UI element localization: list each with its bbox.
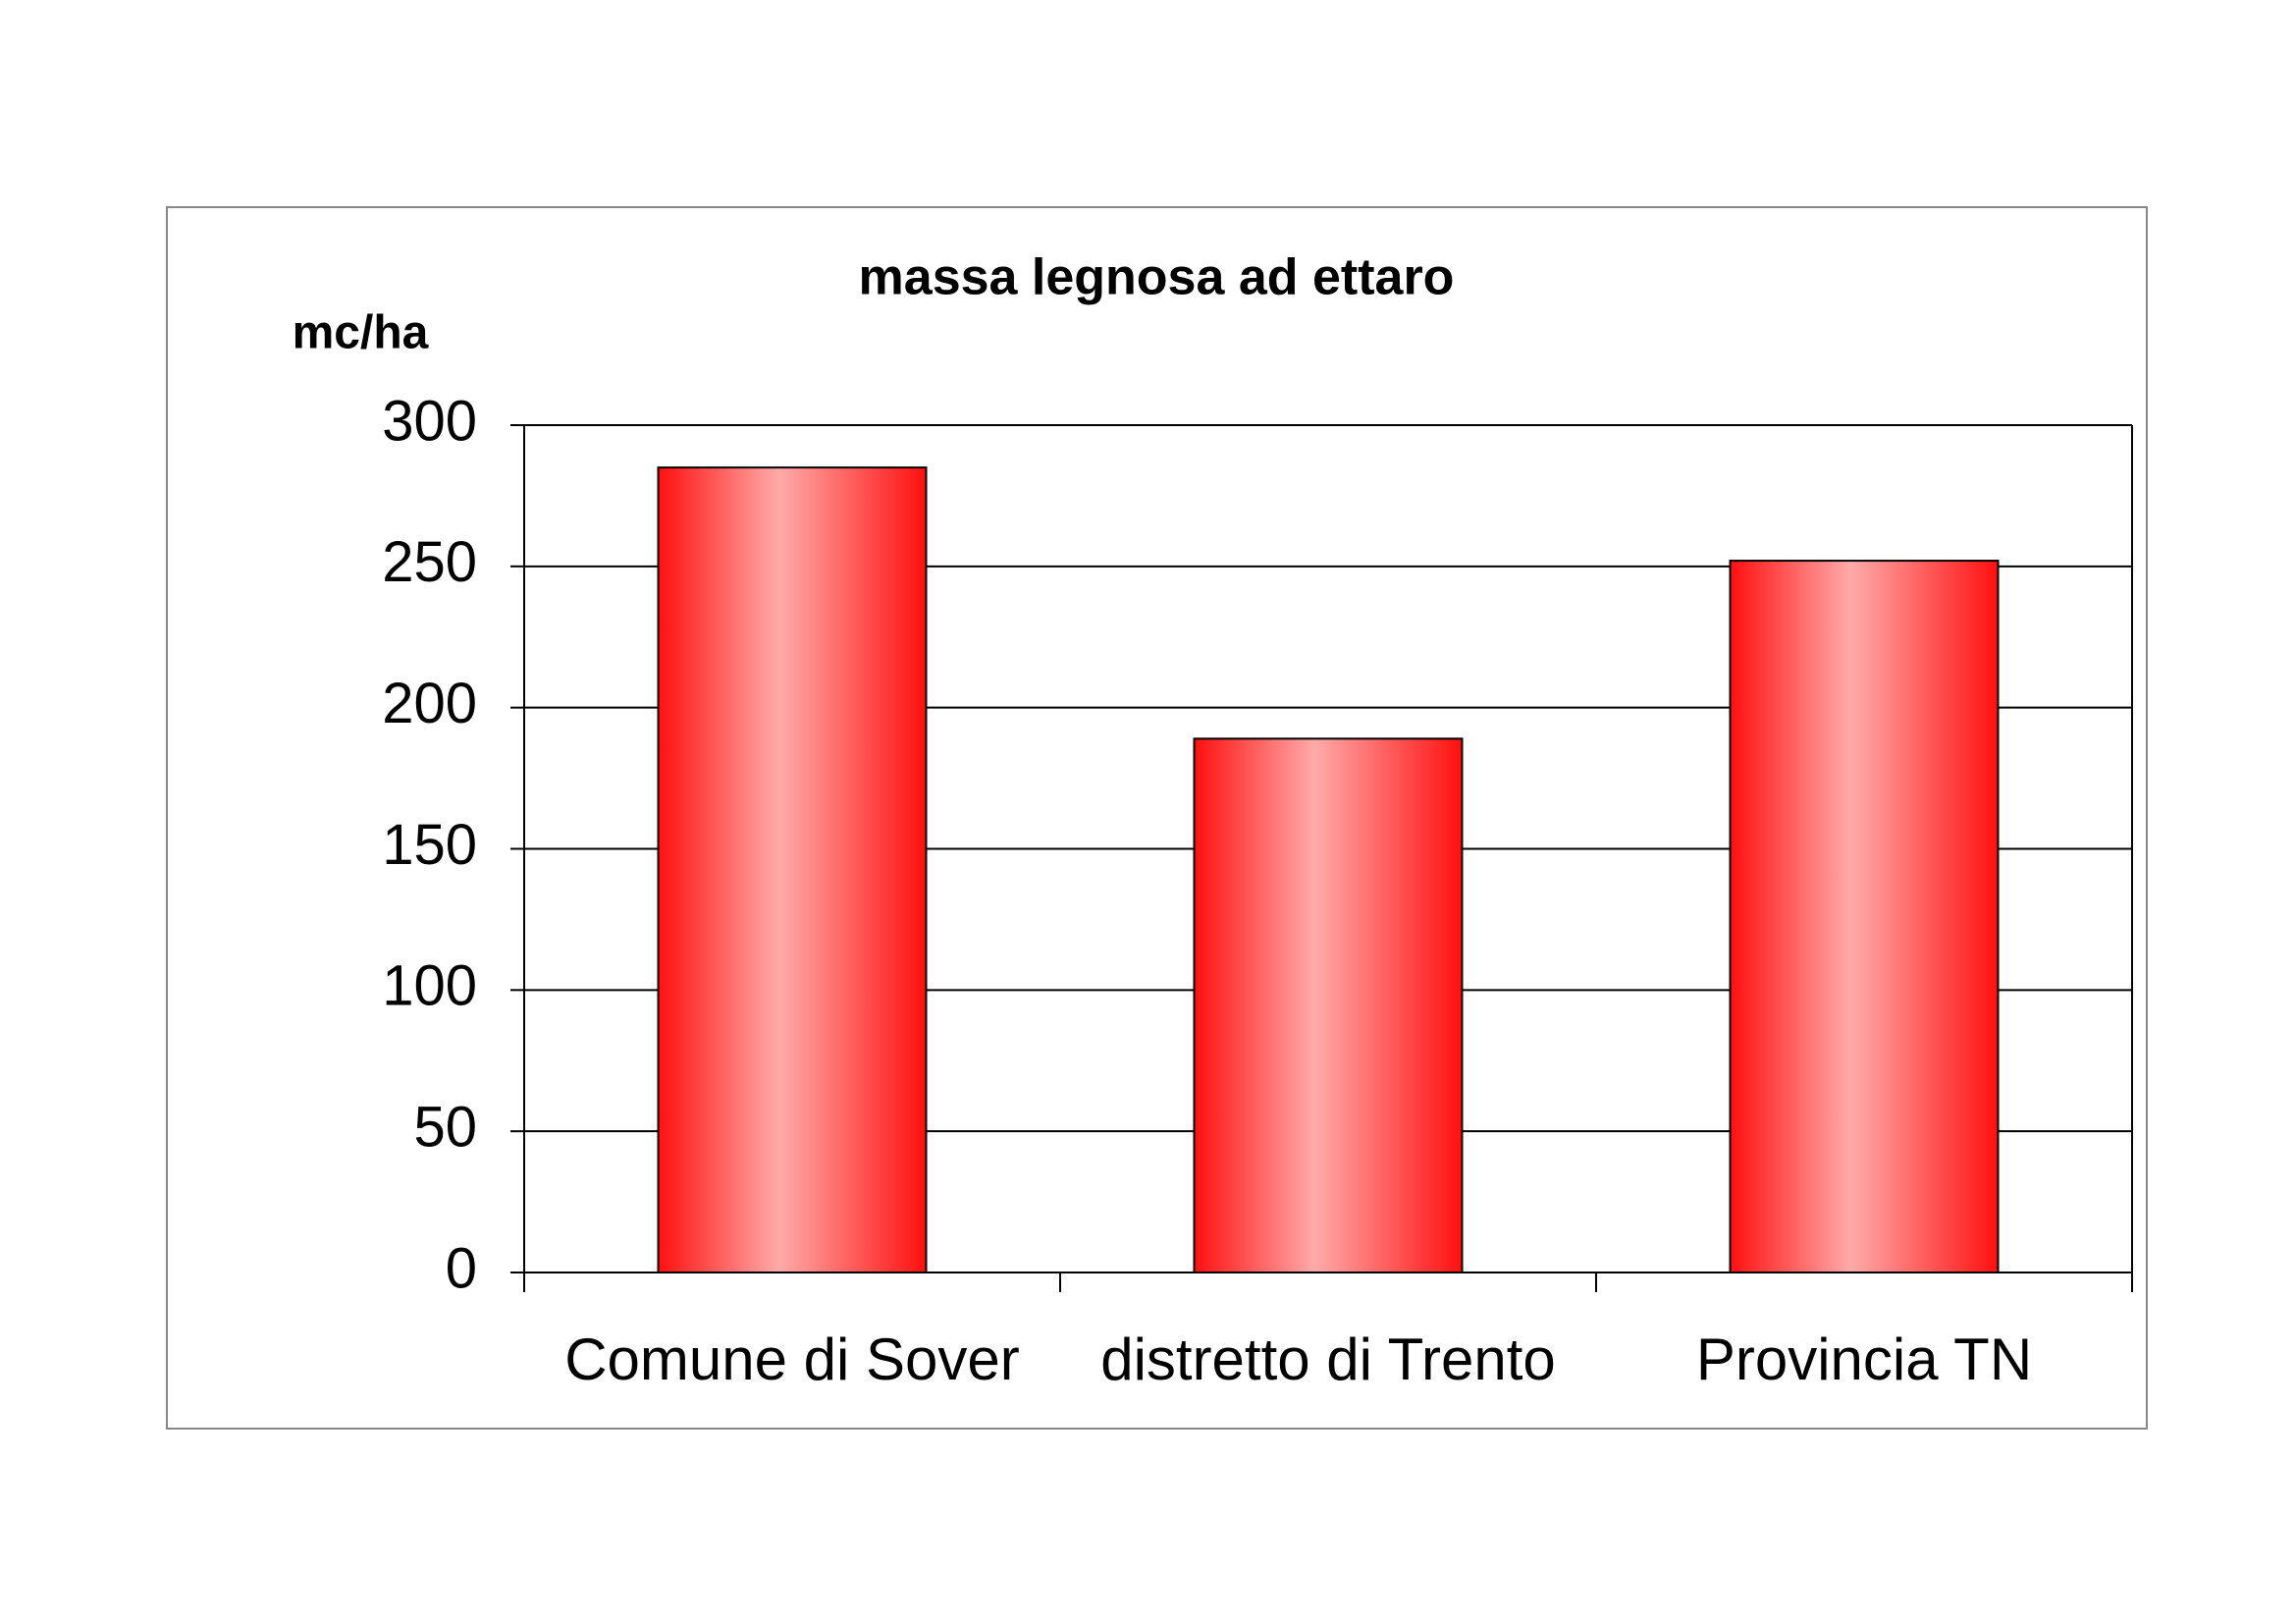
- y-tick-label: 100: [382, 954, 477, 1018]
- y-tick-label: 50: [413, 1095, 477, 1159]
- bar: [1193, 737, 1464, 1273]
- chart-title: massa legnosa ad ettaro: [859, 249, 1455, 306]
- x-tick-label: Provincia TN: [1696, 1326, 2032, 1392]
- y-tick-label: 200: [382, 672, 477, 735]
- bar: [1729, 560, 2000, 1273]
- y-tick-label: 300: [382, 389, 477, 453]
- y-tick-label: 250: [382, 530, 477, 594]
- x-tick-label: Comune di Sover: [564, 1326, 1020, 1392]
- x-tick-label: distretto di Trento: [1100, 1326, 1556, 1392]
- y-axis-label: mc/ha: [293, 307, 429, 359]
- bar: [657, 466, 928, 1273]
- y-tick-label: 150: [382, 813, 477, 877]
- y-tick-label: 0: [446, 1236, 477, 1300]
